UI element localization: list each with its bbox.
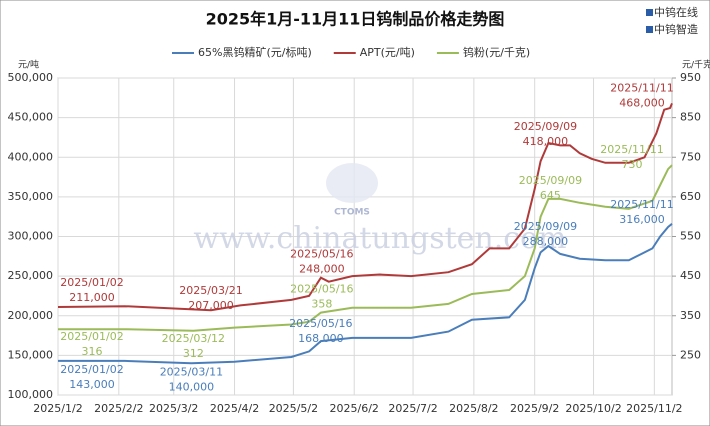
series-line [58,164,673,332]
annotation-value: 316,000 [619,213,665,226]
annotation-value: 140,000 [169,380,215,393]
y-tick-label: 200,000 [8,309,54,322]
x-tick-label: 2025/10/2 [565,402,621,415]
brand: 中钨智造 [654,22,698,36]
series-line [57,103,673,312]
y2-tick-label: 350 [680,309,701,322]
annotation-value: 358 [311,298,332,311]
watermark: www.chinatungsten.com [193,221,566,256]
y-tick-label: 250,000 [8,269,54,282]
x-tick-label: 2025/6/2 [330,402,379,415]
annotation-value: 468,000 [619,96,665,109]
y-tick-label: 350,000 [8,190,54,203]
annotation-date: 2025/03/11 [160,365,223,378]
annotation-date: 2025/05/16 [290,248,353,261]
annotation-date: 2025/01/02 [60,330,123,343]
y2-tick-label: 850 [680,111,701,124]
y2-tick-label: 450 [680,269,701,282]
annotation-date: 2025/09/09 [514,220,577,233]
x-tick-label: 2025/3/2 [149,402,198,415]
legend-label: APT(元/吨) [360,46,415,59]
annotation-date: 2025/03/12 [162,332,225,345]
y-tick-label: 400,000 [8,150,54,163]
annotation-value: 730 [622,158,643,171]
annotation-date: 2025/05/16 [290,283,353,296]
chart-title: 2025年1月-11月11日钨制品价格走势图 [206,10,505,29]
y-tick-label: 450,000 [8,111,54,124]
series-line [58,223,673,365]
brand-icon [646,9,653,16]
brand-icon [646,26,653,33]
y-tick-label: 500,000 [8,71,54,84]
annotation-date: 2025/01/02 [60,363,123,376]
y-tick-label: 300,000 [8,230,54,243]
x-tick-label: 2025/2/2 [94,402,143,415]
annotation-date: 2025/09/09 [519,174,582,187]
annotation-value: 143,000 [69,378,115,391]
legend-label: 钨粉(元/千克) [463,46,530,59]
annotation-value: 316 [82,345,103,358]
y-tick-label: 150,000 [8,348,54,361]
y2-tick-label: 650 [680,190,701,203]
logo [326,163,378,203]
y-tick-label: 100,000 [8,388,54,401]
annotation-value: 211,000 [69,291,115,304]
annotation-value: 288,000 [523,235,569,248]
y-unit: 元/吨 [18,59,39,71]
annotation-value: 645 [540,189,561,202]
x-tick-label: 2025/4/2 [210,402,259,415]
x-tick-label: 2025/8/2 [449,402,498,415]
logo-text: CTOMS [334,208,370,218]
annotation-value: 312 [183,347,204,360]
annotation-date: 2025/09/09 [514,120,577,133]
y2-tick-label: 750 [680,150,701,163]
x-tick-label: 2025/11/2 [626,402,682,415]
annotation-date: 2025/01/02 [60,276,123,289]
x-tick-label: 2025/5/2 [269,402,318,415]
y2-unit: 元/千克 [682,60,710,71]
y2-tick-label: 550 [680,230,701,243]
annotation-value: 168,000 [298,332,344,345]
annotation-date: 2025/11/11 [600,143,663,156]
y2-tick-label: 950 [680,71,701,84]
annotation-value: 248,000 [299,263,345,276]
x-tick-label: 2025/1/2 [33,402,82,415]
annotation-date: 2025/11/11 [610,81,673,94]
annotation-date: 2025/03/21 [179,284,242,297]
x-tick-label: 2025/7/2 [388,402,437,415]
y2-tick-label: 250 [680,348,701,361]
annotation-date: 2025/11/11 [610,198,673,211]
brand: 中钨在线 [654,5,698,19]
x-tick-label: 2025/9/2 [510,402,559,415]
watermark-group: CTOMS www.chinatungsten.com [193,163,567,256]
annotation-value: 418,000 [523,135,569,148]
annotation-value: 207,000 [188,299,234,312]
annotation-date: 2025/05/16 [289,317,352,330]
legend-label: 65%黑钨精矿(元/标吨) [198,45,312,59]
